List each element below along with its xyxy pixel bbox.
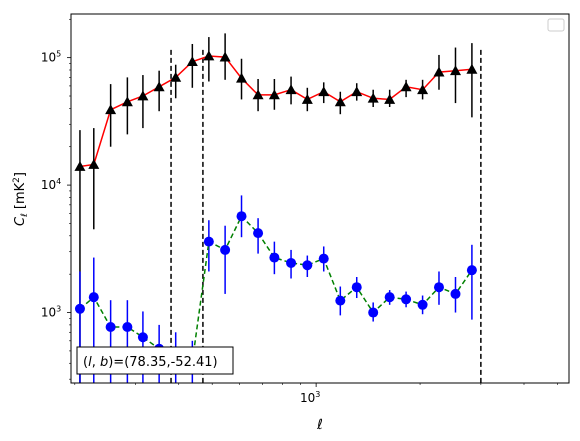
triangle-marker — [74, 160, 86, 171]
triangle-marker — [88, 159, 100, 169]
series-layer — [74, 33, 478, 383]
triangle-marker — [219, 51, 231, 62]
triangle-marker — [186, 56, 198, 67]
series-1 — [74, 195, 477, 383]
y-tick-label: 105 — [41, 50, 61, 65]
circle-marker — [74, 303, 85, 314]
triangle-marker — [466, 63, 478, 74]
triangle-marker — [400, 81, 412, 92]
circle-marker — [433, 282, 444, 293]
circle-marker — [253, 228, 264, 239]
triangle-marker — [351, 86, 363, 97]
triangle-marker — [203, 50, 215, 61]
circle-marker — [122, 322, 133, 333]
triangle-marker — [318, 86, 330, 97]
circle-marker — [203, 236, 214, 247]
y-tick-label: 103 — [41, 305, 61, 320]
triangle-marker — [417, 84, 429, 95]
triangle-marker — [268, 89, 280, 100]
circle-marker — [105, 322, 116, 333]
plot-area — [71, 14, 569, 383]
triangle-marker — [153, 81, 165, 92]
triangle-marker — [105, 104, 117, 115]
triangle-marker — [367, 92, 379, 103]
circle-marker — [137, 332, 148, 343]
triangle-marker — [384, 93, 396, 104]
plot-frame — [70, 13, 570, 384]
circle-marker — [450, 288, 461, 299]
circle-marker — [417, 299, 428, 310]
triangle-marker — [137, 90, 149, 101]
circle-marker — [269, 252, 280, 263]
circle-marker — [286, 257, 297, 268]
triangle-marker — [334, 96, 346, 107]
major-ticks: 103 103 104 105 — [41, 50, 321, 405]
circle-marker — [368, 307, 379, 318]
circle-marker — [466, 265, 477, 276]
circle-marker — [384, 292, 395, 303]
series-0 — [74, 33, 478, 383]
triangle-marker — [252, 89, 264, 100]
circle-marker — [401, 294, 412, 305]
triangle-marker — [301, 93, 313, 104]
circle-marker — [236, 211, 247, 222]
circle-marker — [302, 260, 313, 271]
circle-marker — [88, 292, 99, 303]
triangle-marker — [433, 66, 445, 77]
triangle-marker — [449, 65, 461, 76]
annotation: (l, b)=(78.35,-52.41) — [76, 346, 234, 375]
triangle-marker — [121, 96, 133, 107]
annotation-box — [76, 346, 234, 375]
annotation-text: (l, b)=(78.35,-52.41) — [83, 355, 218, 370]
y-axis-label: Cℓ [mK2] — [12, 172, 30, 226]
x-tick-label: 103 — [300, 390, 320, 405]
triangle-marker — [236, 72, 248, 83]
y-tick-label: 104 — [41, 177, 61, 192]
triangle-marker — [170, 71, 182, 82]
x-axis-label: ℓ — [316, 417, 323, 433]
circle-marker — [220, 244, 231, 255]
triangle-marker — [285, 84, 297, 95]
circle-marker — [335, 295, 346, 306]
legend-box — [547, 18, 565, 32]
circle-marker — [351, 282, 362, 293]
circle-marker — [318, 253, 329, 264]
